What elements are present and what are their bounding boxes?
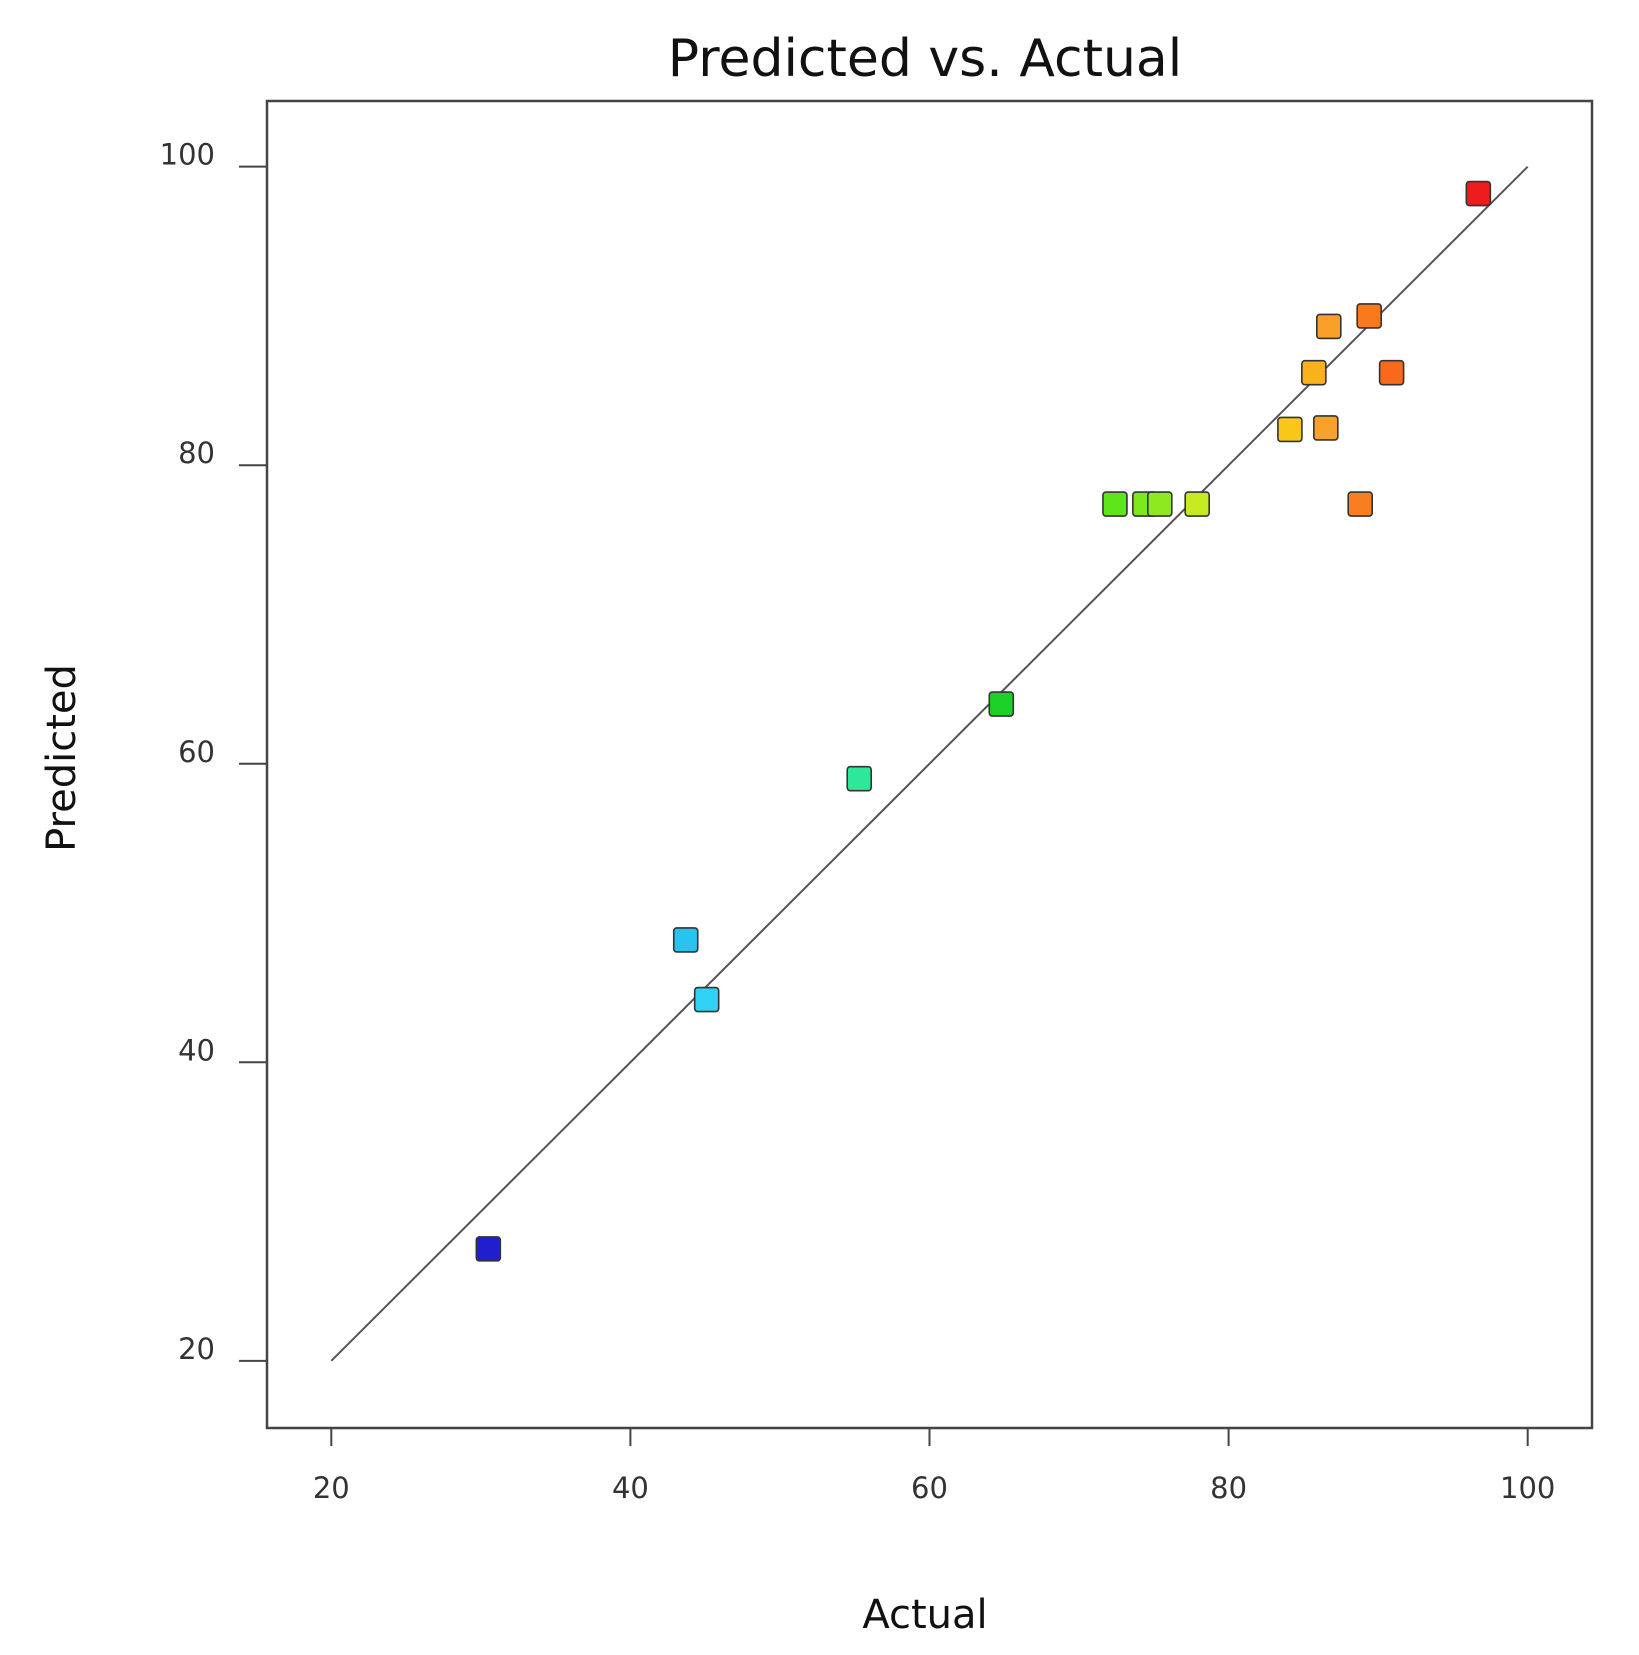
- y-tick-label: 40: [178, 1033, 215, 1067]
- data-point: [1277, 416, 1303, 443]
- data-point: [1378, 359, 1405, 386]
- data-point: [846, 765, 873, 792]
- data-point: [1315, 313, 1342, 340]
- data-point: [1147, 491, 1173, 517]
- x-tick-label: 60: [911, 1471, 948, 1505]
- chart-title: Predicted vs. Actual: [668, 29, 1182, 89]
- data-point: [475, 1236, 502, 1262]
- x-axis-label: Actual: [862, 1592, 987, 1638]
- y-tick-label: 80: [178, 436, 215, 470]
- data-point: [988, 691, 1015, 717]
- y-axis-label: Predicted: [39, 664, 85, 852]
- x-tick-label: 40: [612, 1471, 649, 1505]
- data-point: [1347, 491, 1373, 517]
- data-point: [1102, 491, 1128, 517]
- y-tick-label: 100: [160, 138, 215, 172]
- data-point: [1301, 359, 1327, 386]
- x-tick-label: 100: [1500, 1471, 1555, 1505]
- data-points: [475, 180, 1492, 1262]
- data-point: [1184, 491, 1210, 517]
- x-axis: 20 40 60 80 100: [313, 1428, 1555, 1505]
- data-point: [1465, 180, 1492, 207]
- x-tick-label: 80: [1210, 1471, 1247, 1505]
- y-tick-label: 20: [178, 1332, 215, 1366]
- reference-line: [330, 165, 1529, 1362]
- data-point: [672, 927, 699, 953]
- y-axis: 20 40 60 80 100: [160, 138, 267, 1366]
- x-tick-label: 20: [313, 1471, 350, 1505]
- data-point: [1356, 303, 1382, 329]
- data-point: [693, 986, 720, 1013]
- y-tick-label: 60: [178, 735, 215, 769]
- data-point: [1313, 415, 1339, 441]
